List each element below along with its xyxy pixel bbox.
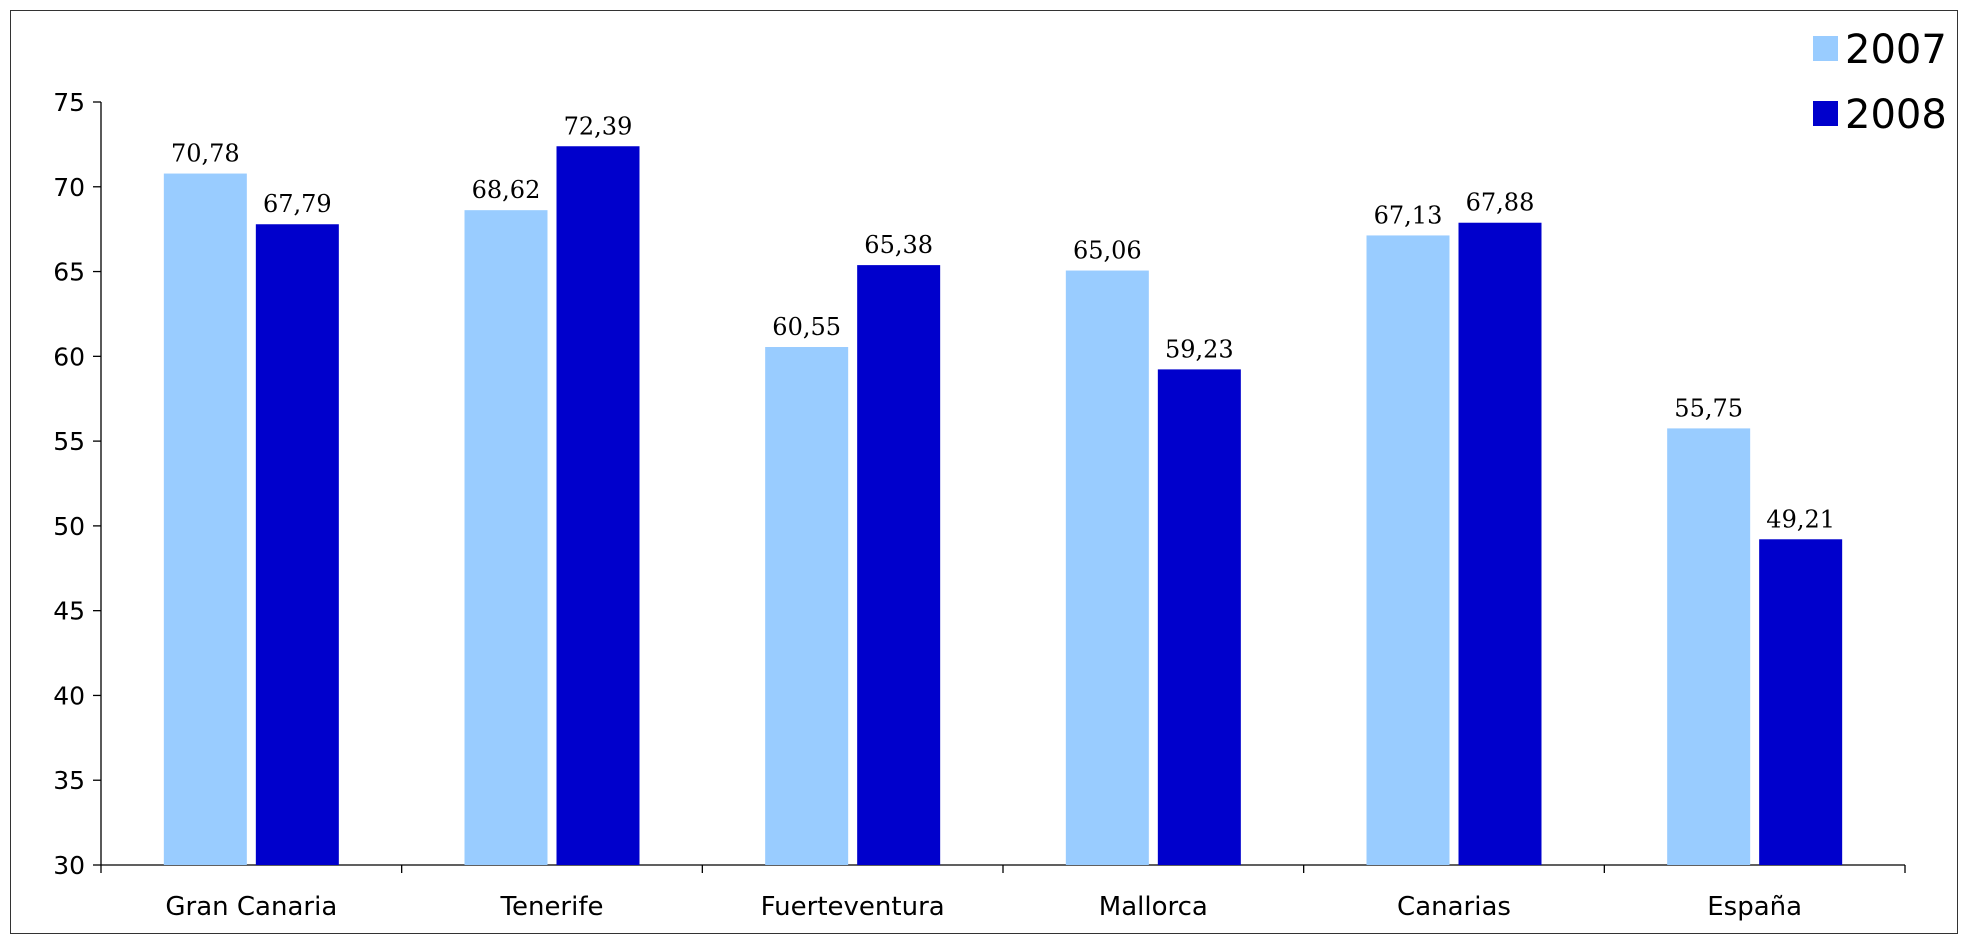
y-tick-label: 75	[53, 88, 85, 117]
y-tick-label: 50	[53, 512, 85, 541]
bar-2008-mallorca	[1157, 369, 1241, 865]
data-label: 59,23	[1165, 335, 1234, 363]
x-tick-label: Tenerife	[500, 892, 604, 922]
bar-2008-canarias	[1458, 222, 1542, 865]
data-label: 67,13	[1374, 201, 1443, 229]
y-tick-label: 55	[53, 427, 85, 456]
data-label: 65,06	[1073, 237, 1142, 265]
bar-2007-fuerteventura	[765, 347, 849, 865]
data-label: 70,78	[171, 140, 240, 168]
bar-2007-gran-canaria	[163, 173, 247, 866]
bar-2008-fuerteventura	[857, 265, 941, 866]
legend-label-2008: 2008	[1845, 92, 1947, 138]
bar-2008-tenerife	[556, 146, 640, 865]
x-tick-label: Gran Canaria	[165, 892, 337, 922]
y-tick-label: 70	[53, 173, 85, 202]
data-label: 49,21	[1766, 505, 1835, 533]
legend-label-2007: 2007	[1845, 27, 1947, 73]
y-tick-label: 60	[53, 342, 85, 371]
bar-2007-mallorca	[1065, 270, 1149, 865]
data-label: 65,38	[864, 231, 933, 259]
y-tick-label: 65	[53, 258, 85, 287]
x-tick-label: Fuerteventura	[761, 892, 945, 922]
legend-swatch-2008	[1813, 101, 1838, 126]
bar-2008-españa	[1759, 539, 1843, 865]
data-label: 67,79	[263, 190, 332, 218]
bars	[163, 146, 1843, 866]
data-label: 72,39	[564, 112, 633, 140]
x-tick-label: España	[1707, 892, 1802, 922]
x-tick-label: Mallorca	[1099, 892, 1208, 922]
y-tick-label: 35	[53, 766, 85, 795]
bar-2007-españa	[1667, 428, 1751, 865]
bar-2007-canarias	[1366, 235, 1450, 866]
data-labels: 70,78 68,62 60,55 65,06 67,13 55,75 67,79 72,39…	[171, 112, 1835, 533]
bar-2008-gran-canaria	[255, 224, 339, 865]
bar-2007-tenerife	[464, 210, 548, 865]
data-label: 55,75	[1674, 394, 1743, 422]
data-label: 60,55	[772, 313, 841, 341]
legend-swatch-2007	[1813, 36, 1838, 61]
y-tick-label: 40	[53, 681, 85, 710]
legend: 2007 2008	[1813, 27, 1947, 138]
x-tick-label: Canarias	[1397, 892, 1511, 922]
y-tick-label: 45	[53, 597, 85, 626]
data-label: 67,88	[1466, 189, 1535, 217]
y-tick-label: 30	[53, 851, 85, 880]
axes: 30 35 40 45 50 55 60 65 70 75 Gran Canaria Tenerife…	[53, 88, 1906, 922]
data-label: 68,62	[472, 176, 541, 204]
